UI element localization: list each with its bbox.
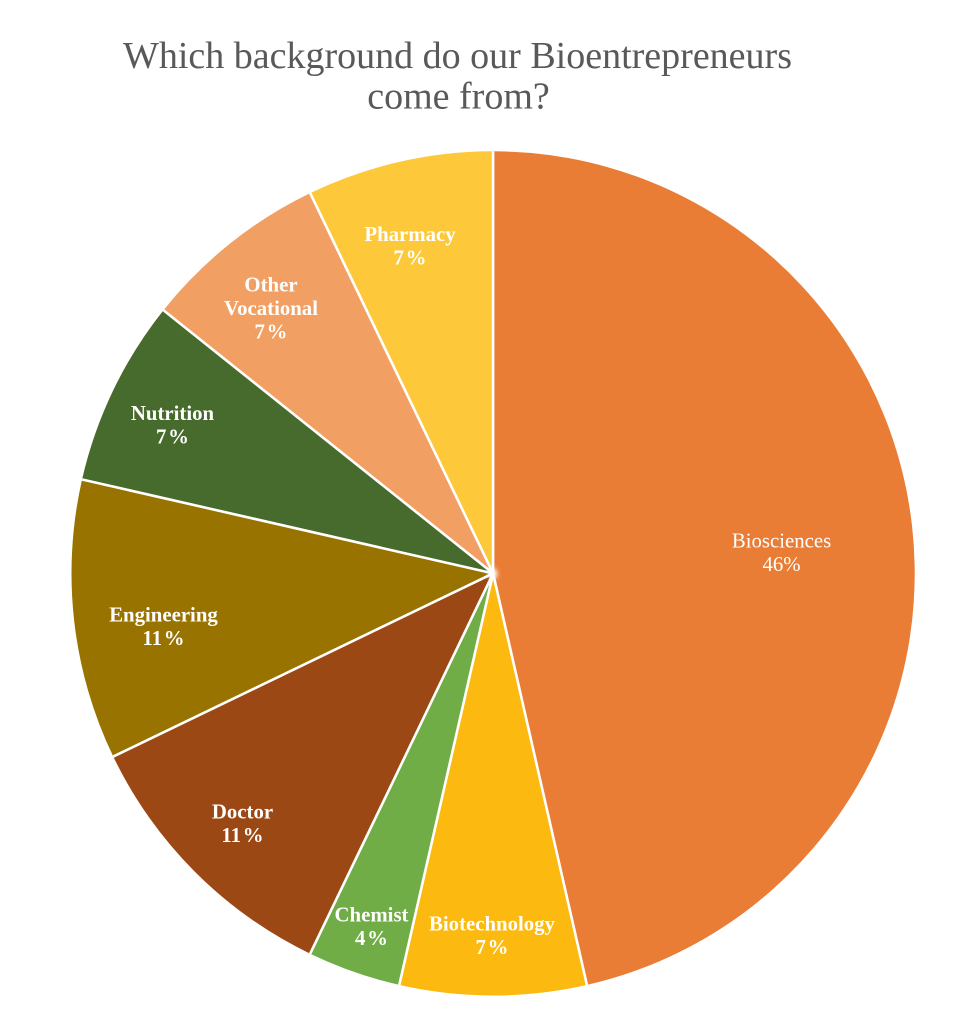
svg-text:Vocational: Vocational bbox=[224, 297, 318, 320]
svg-text:46%: 46% bbox=[762, 553, 800, 576]
svg-text:Engineering: Engineering bbox=[109, 604, 218, 627]
svg-text:7 %: 7 % bbox=[156, 426, 189, 449]
svg-text:come from?: come from? bbox=[367, 76, 550, 118]
svg-text:Other: Other bbox=[244, 274, 297, 297]
svg-text:11 %: 11 % bbox=[142, 627, 184, 650]
svg-text:Biosciences: Biosciences bbox=[732, 530, 831, 553]
svg-text:7 %: 7 % bbox=[394, 247, 427, 270]
svg-text:Doctor: Doctor bbox=[212, 801, 273, 824]
svg-text:Pharmacy: Pharmacy bbox=[364, 223, 456, 246]
svg-text:Nutrition: Nutrition bbox=[131, 402, 215, 425]
svg-text:4 %: 4 % bbox=[355, 927, 388, 950]
svg-text:Chemist: Chemist bbox=[335, 904, 409, 927]
svg-text:11 %: 11 % bbox=[221, 824, 263, 847]
svg-text:Which background do our Bioent: Which background do our Bioentrepreneurs bbox=[123, 35, 792, 77]
svg-text:7 %: 7 % bbox=[476, 936, 509, 959]
svg-text:7 %: 7 % bbox=[255, 321, 288, 344]
svg-text:Biotechnology: Biotechnology bbox=[429, 913, 556, 936]
